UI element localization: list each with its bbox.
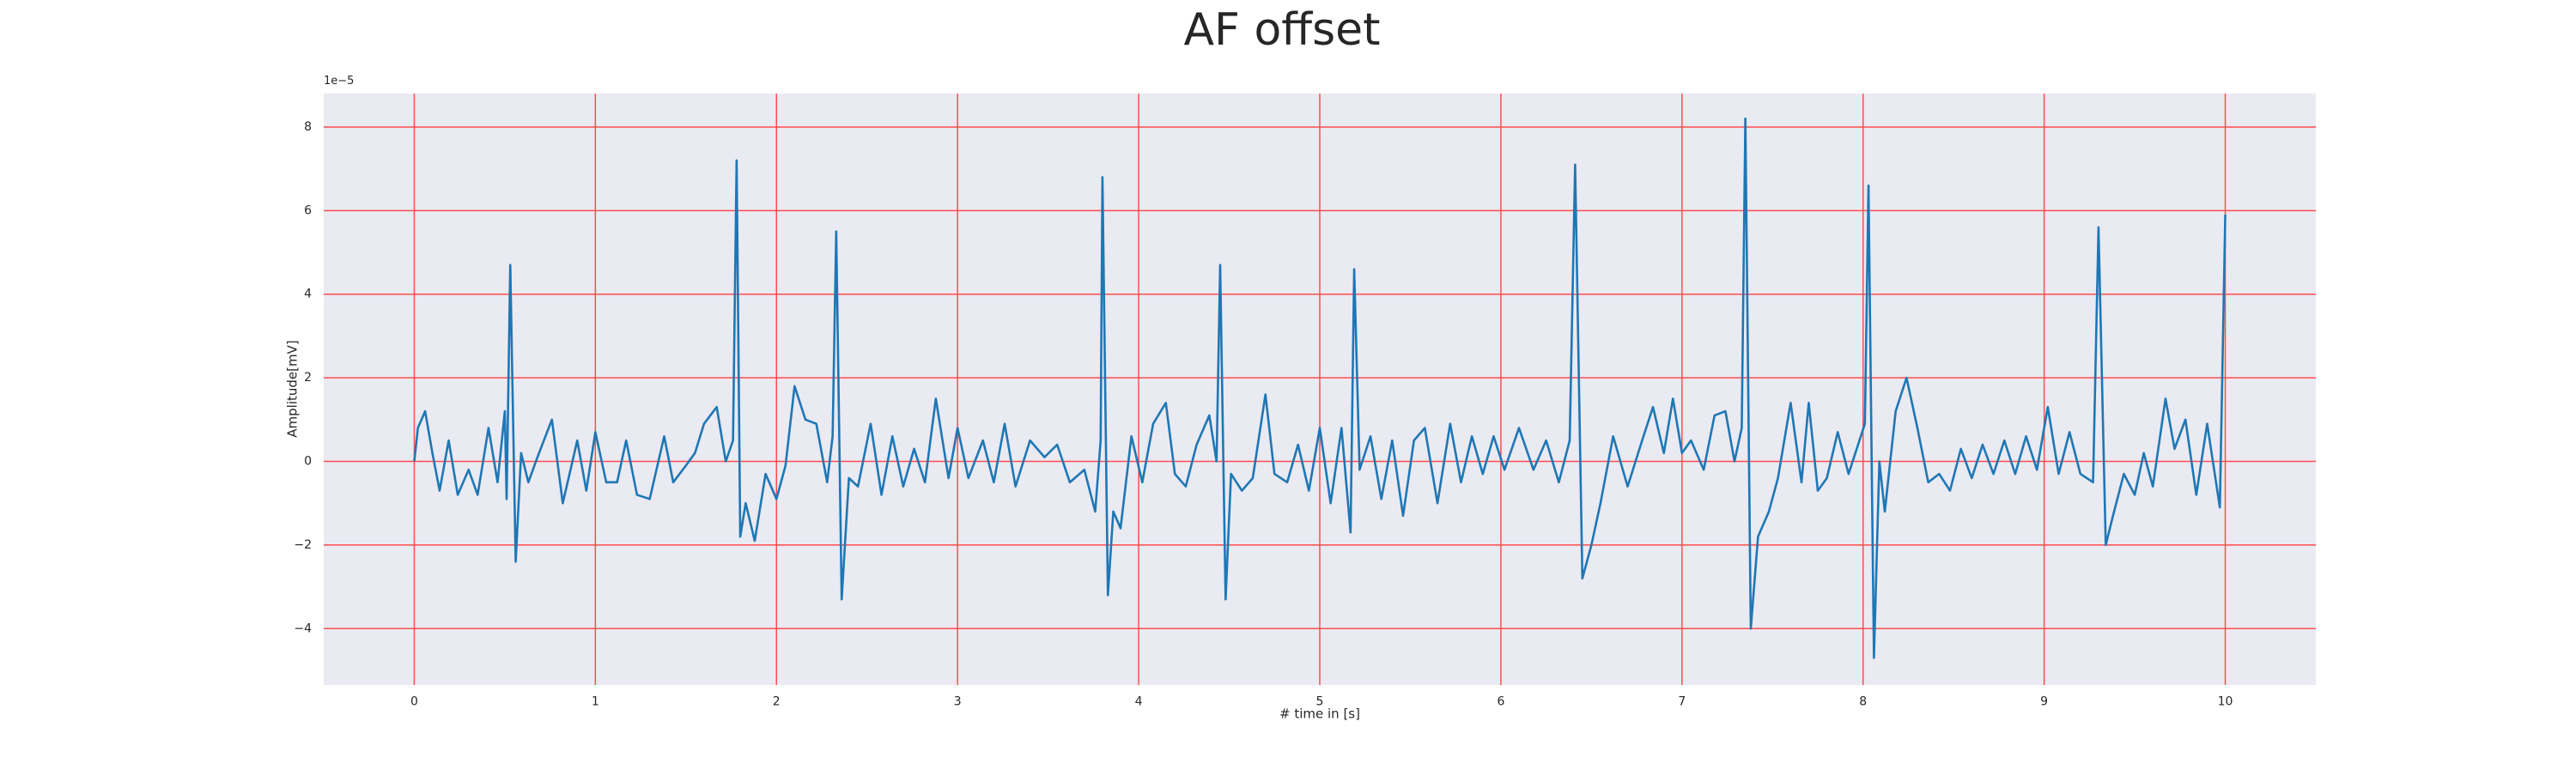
y-tick-label: 4: [304, 288, 312, 301]
x-tick-label: 3: [954, 695, 962, 709]
y-tick-label: 8: [304, 120, 312, 134]
y-tick-label: 2: [304, 371, 312, 385]
chart-title: AF offset: [1183, 4, 1380, 56]
y-tick-label: −2: [294, 538, 312, 552]
y-axis-label: Amplitude[mV]: [285, 340, 301, 437]
x-tick-label: 2: [773, 695, 781, 709]
y-tick-label: −4: [294, 621, 312, 635]
x-tick-label: 8: [1859, 695, 1867, 709]
data-line: [413, 117, 2227, 659]
x-tick-label: 5: [1316, 695, 1324, 709]
x-tick-label: 10: [2218, 695, 2233, 709]
y-offset-text: 1e−5: [324, 75, 354, 88]
x-tick-label: 4: [1135, 695, 1143, 709]
x-tick-label: 7: [1678, 695, 1686, 709]
y-tick-label: 0: [304, 454, 312, 468]
x-tick-label: 0: [410, 695, 418, 709]
y-tick-label: 6: [304, 203, 312, 217]
x-tick-label: 1: [592, 695, 599, 709]
x-tick-label: 6: [1497, 695, 1504, 709]
x-tick-label: 9: [2040, 695, 2048, 709]
x-axis-label: # time in [s]: [1279, 706, 1360, 722]
